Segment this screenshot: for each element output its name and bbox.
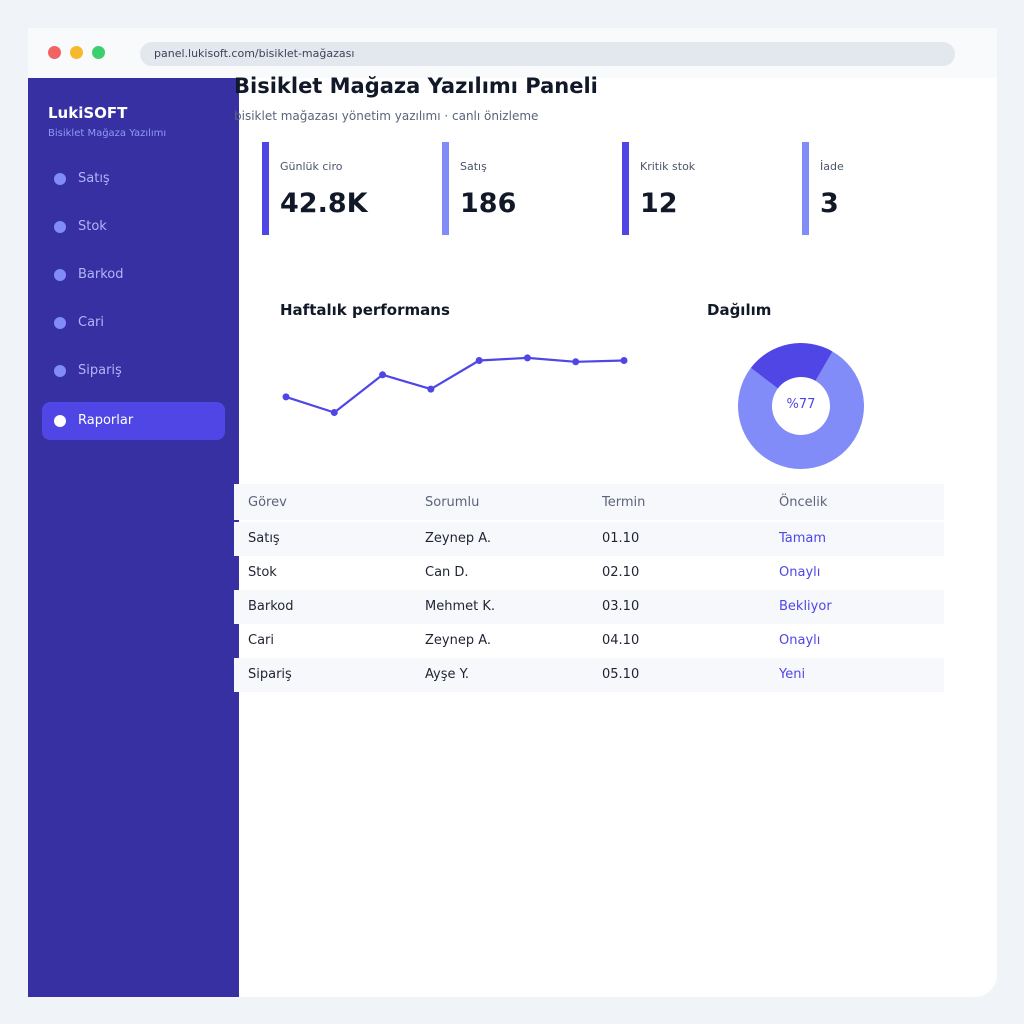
kpi-card-satis: Satış 186: [442, 142, 612, 235]
table-row[interactable]: Satış Zeynep A. 01.10 Tamam: [234, 522, 944, 556]
page-title: Bisiklet Mağaza Yazılımı Paneli: [234, 74, 598, 98]
table-row[interactable]: Cari Zeynep A. 04.10 Onaylı: [234, 624, 944, 658]
donut-slice[interactable]: [750, 343, 833, 389]
close-window-button[interactable]: [48, 46, 61, 59]
performance-chart-title: Haftalık performans: [280, 301, 450, 319]
cell-termin: 04.10: [602, 633, 640, 648]
kpi-accent-bar: [262, 142, 269, 235]
cell-gorev: Satış: [248, 531, 280, 546]
minimize-window-button[interactable]: [70, 46, 83, 59]
sidebar-item-cari[interactable]: Cari: [42, 304, 225, 342]
table-row[interactable]: Sipariş Ayşe Y. 05.10 Yeni: [234, 658, 944, 692]
performance-data-point[interactable]: [379, 371, 387, 379]
performance-data-point[interactable]: [475, 357, 483, 364]
table-row[interactable]: Barkod Mehmet K. 03.10 Bekliyor: [234, 590, 944, 624]
sidebar-item-siparis[interactable]: Sipariş: [42, 352, 225, 390]
table-header-row: Görev Sorumlu Termin Öncelik: [234, 484, 944, 520]
priority-status: Tamam: [779, 531, 827, 546]
performance-data-point[interactable]: [572, 358, 580, 366]
cell-termin: 02.10: [602, 565, 640, 580]
kpi-label: Kritik stok: [640, 160, 696, 173]
cell-termin: 05.10: [602, 667, 640, 682]
brand-subtitle: Bisiklet Mağaza Yazılımı: [48, 128, 167, 139]
maximize-window-button[interactable]: [92, 46, 105, 59]
column-header-gorev[interactable]: Görev: [248, 495, 287, 510]
sidebar-item-label: Raporlar: [78, 413, 134, 428]
performance-data-point[interactable]: [523, 354, 531, 362]
nav-bullet-icon: [54, 365, 66, 377]
browser-titlebar: panel.lukisoft.com/bisiklet-mağazası: [28, 28, 997, 78]
donut-slice[interactable]: [738, 351, 864, 469]
sidebar-item-barkod[interactable]: Barkod: [42, 256, 225, 294]
sidebar: LukiSOFT Bisiklet Mağaza Yazılımı Satış …: [28, 78, 239, 997]
cell-termin: 03.10: [602, 599, 640, 614]
donut-center-label: %77: [786, 397, 816, 412]
cell-sorumlu: Can D.: [425, 565, 469, 580]
cell-sorumlu: Zeynep A.: [425, 633, 492, 648]
nav-bullet-icon: [54, 317, 66, 329]
performance-data-point[interactable]: [620, 357, 628, 364]
cell-gorev: Stok: [248, 565, 277, 580]
tasks-table: Görev Sorumlu Termin Öncelik Satış Zeyne…: [234, 484, 944, 692]
nav-bullet-icon: [54, 415, 66, 427]
performance-data-point[interactable]: [427, 385, 435, 393]
performance-data-point[interactable]: [282, 393, 290, 401]
column-header-sorumlu[interactable]: Sorumlu: [425, 495, 480, 510]
cell-sorumlu: Ayşe Y.: [425, 667, 470, 682]
cell-sorumlu: Mehmet K.: [425, 599, 496, 614]
kpi-label: Satış: [460, 160, 487, 173]
sidebar-item-stok[interactable]: Stok: [42, 208, 225, 246]
nav-bullet-icon: [54, 269, 66, 281]
sidebar-item-label: Satış: [78, 171, 110, 186]
kpi-value: 186: [460, 188, 517, 219]
sidebar-item-label: Cari: [78, 315, 104, 330]
distribution-donut-chart: [738, 343, 864, 469]
cell-gorev: Sipariş: [248, 667, 292, 682]
performance-line-chart: [282, 354, 628, 416]
nav-bullet-icon: [54, 173, 66, 185]
kpi-value: 3: [820, 188, 839, 219]
priority-status: Onaylı: [779, 633, 821, 648]
kpi-accent-bar: [442, 142, 449, 235]
priority-status: Onaylı: [779, 565, 821, 580]
kpi-accent-bar: [802, 142, 809, 235]
page-subtitle: bisiklet mağazası yönetim yazılımı · can…: [234, 109, 539, 123]
brand-logo: LukiSOFT: [48, 104, 128, 122]
distribution-chart-title: Dağılım: [707, 301, 772, 319]
sidebar-item-label: Stok: [78, 219, 107, 234]
cell-sorumlu: Zeynep A.: [425, 531, 492, 546]
sidebar-item-satis[interactable]: Satış: [42, 160, 225, 198]
cell-gorev: Barkod: [248, 599, 294, 614]
table-row[interactable]: Stok Can D. 02.10 Onaylı: [234, 556, 944, 590]
kpi-accent-bar: [622, 142, 629, 235]
priority-status: Bekliyor: [779, 599, 832, 614]
sidebar-item-raporlar[interactable]: Raporlar: [42, 402, 225, 440]
performance-data-point[interactable]: [330, 409, 338, 416]
kpi-label: Günlük ciro: [280, 160, 343, 173]
address-bar[interactable]: panel.lukisoft.com/bisiklet-mağazası: [140, 42, 955, 66]
kpi-card-gunluk-ciro: Günlük ciro 42.8K: [262, 142, 432, 235]
priority-status: Yeni: [779, 667, 806, 682]
column-header-termin[interactable]: Termin: [602, 495, 646, 510]
sidebar-item-label: Sipariş: [78, 363, 122, 378]
kpi-value: 12: [640, 188, 678, 219]
kpi-value: 42.8K: [280, 188, 368, 219]
kpi-label: İade: [820, 160, 844, 173]
performance-series-line: [285, 356, 625, 414]
kpi-card-kritik-stok: Kritik stok 12: [622, 142, 792, 235]
cell-termin: 01.10: [602, 531, 640, 546]
kpi-card-iade: İade 3: [802, 142, 972, 235]
nav-bullet-icon: [54, 221, 66, 233]
sidebar-item-label: Barkod: [78, 267, 124, 282]
cell-gorev: Cari: [248, 633, 274, 648]
column-header-oncelik[interactable]: Öncelik: [779, 495, 828, 510]
